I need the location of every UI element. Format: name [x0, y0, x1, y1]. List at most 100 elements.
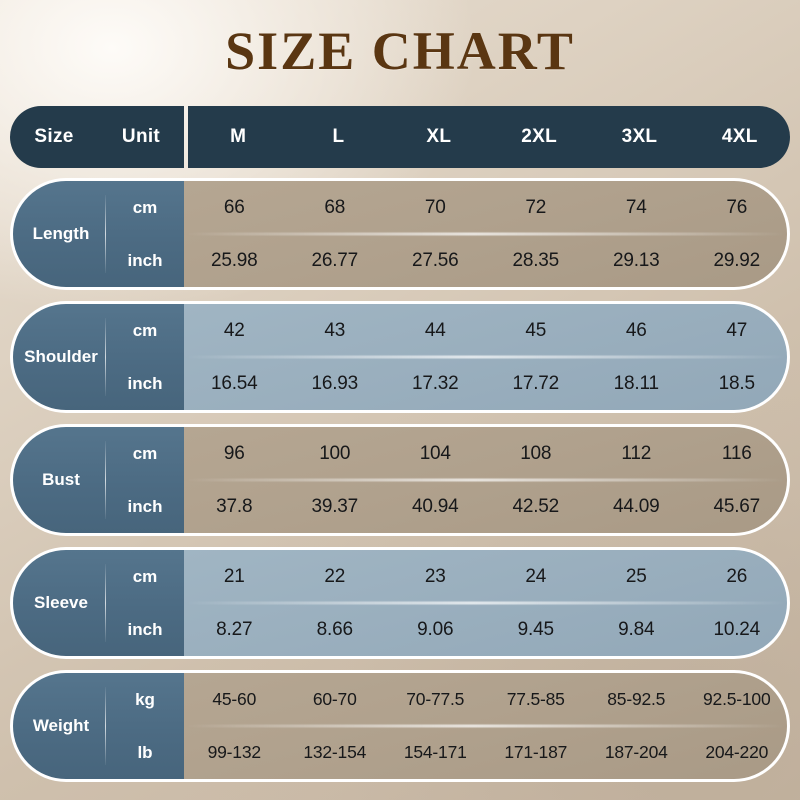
row-name: Sleeve: [34, 593, 88, 612]
header-size-columns: M L XL 2XL 3XL 4XL: [188, 106, 790, 168]
row-label-bust: Bust cm inch: [10, 424, 184, 536]
cell: 66: [223, 196, 245, 218]
cell: 85-92.5: [607, 689, 666, 709]
row-units: kg lb: [106, 673, 184, 779]
unit-secondary: inch: [127, 250, 163, 270]
cell: 108: [520, 442, 552, 464]
label-divider: [105, 195, 106, 273]
row-data-sleeve: 21 22 23 24 25 26 8.27 8.66 9.06 9.45 9.…: [184, 547, 790, 659]
unit-secondary: lb: [137, 742, 153, 762]
cell: 42.52: [512, 495, 560, 517]
cell: 76: [726, 196, 748, 218]
sub-row-secondary: 16.54 16.93 17.32 17.72 18.11 18.5: [184, 357, 787, 410]
unit-primary: kg: [135, 689, 155, 709]
row-units: cm inch: [106, 427, 184, 533]
row-label-sleeve: Sleeve cm inch: [10, 547, 184, 659]
cell: 70: [424, 196, 446, 218]
row-name: Bust: [42, 470, 80, 489]
cell: 92.5-100: [703, 689, 771, 709]
cell: 37.8: [216, 495, 253, 517]
header-size-xl: XL: [426, 126, 452, 147]
cell: 23: [424, 565, 446, 587]
cell: 21: [223, 565, 245, 587]
cell: 27.56: [411, 249, 459, 271]
row-data-weight: 45-60 60-70 70-77.5 77.5-85 85-92.5 92.5…: [184, 670, 790, 782]
cell: 17.72: [512, 372, 560, 394]
sub-row-primary: 45-60 60-70 70-77.5 77.5-85 85-92.5 92.5…: [184, 673, 787, 726]
cell: 26: [726, 565, 748, 587]
sub-row-secondary: 8.27 8.66 9.06 9.45 9.84 10.24: [184, 603, 787, 656]
row-units: cm inch: [106, 304, 184, 410]
cell: 29.92: [713, 249, 761, 271]
row-label-length: Length cm inch: [10, 178, 184, 290]
label-divider: [105, 687, 106, 765]
cell: 26.77: [311, 249, 359, 271]
cell: 171-187: [504, 742, 568, 762]
cell: 132-154: [303, 742, 367, 762]
cell: 96: [223, 442, 245, 464]
cell: 18.11: [613, 372, 659, 394]
cell: 18.5: [718, 372, 755, 394]
cell: 44.09: [612, 495, 660, 517]
cell: 104: [419, 442, 451, 464]
cell: 9.45: [517, 618, 554, 640]
cell: 99-132: [207, 742, 261, 762]
header-size-l: L: [332, 126, 345, 147]
cell: 112: [621, 442, 652, 464]
row-label-shoulder: Shoulder cm inch: [10, 301, 184, 413]
cell: 43: [324, 319, 346, 341]
sub-row-primary: 21 22 23 24 25 26: [184, 550, 787, 603]
row-units: cm inch: [106, 181, 184, 287]
row-name: Shoulder: [24, 347, 98, 366]
cell: 77.5-85: [506, 689, 565, 709]
row-units: cm inch: [106, 550, 184, 656]
row-label-weight: Weight kg lb: [10, 670, 184, 782]
label-divider: [105, 441, 106, 519]
cell: 9.06: [417, 618, 454, 640]
table-row: Bust cm inch 96 100 104 108 112 116 37.8…: [10, 424, 790, 536]
cell: 72: [525, 196, 547, 218]
unit-primary: cm: [132, 320, 158, 340]
cell: 17.32: [411, 372, 459, 394]
cell: 24: [525, 565, 547, 587]
cell: 22: [324, 565, 346, 587]
cell: 187-204: [604, 742, 668, 762]
cell: 40.94: [411, 495, 459, 517]
header-size-2xl: 2XL: [521, 126, 558, 147]
page-title: SIZE CHART: [225, 21, 575, 81]
cell: 8.66: [316, 618, 353, 640]
header-size-label: Size: [34, 126, 74, 147]
cell: 100: [319, 442, 351, 464]
cell: 44: [424, 319, 446, 341]
cell: 45.67: [713, 495, 761, 517]
cell: 45: [525, 319, 547, 341]
sub-row-primary: 66 68 70 72 74 76: [184, 181, 787, 234]
table-row: Weight kg lb 45-60 60-70 70-77.5 77.5-85…: [10, 670, 790, 782]
row-data-bust: 96 100 104 108 112 116 37.8 39.37 40.94 …: [184, 424, 790, 536]
header-size-3xl: 3XL: [621, 126, 658, 147]
row-data-shoulder: 42 43 44 45 46 47 16.54 16.93 17.32 17.7…: [184, 301, 790, 413]
sub-row-primary: 96 100 104 108 112 116: [184, 427, 787, 480]
cell: 154-171: [403, 742, 467, 762]
cell: 42: [223, 319, 245, 341]
cell: 204-220: [705, 742, 769, 762]
row-name: Weight: [32, 716, 90, 735]
cell: 16.54: [210, 372, 258, 394]
unit-secondary: inch: [127, 619, 163, 639]
cell: 25: [625, 565, 647, 587]
label-divider: [105, 318, 106, 396]
cell: 74: [625, 196, 647, 218]
unit-primary: cm: [132, 197, 158, 217]
cell: 9.84: [618, 618, 655, 640]
table-row: Length cm inch 66 68 70 72 74 76 25.98 2…: [10, 178, 790, 290]
sub-row-secondary: 25.98 26.77 27.56 28.35 29.13 29.92: [184, 234, 787, 287]
cell: 116: [721, 442, 752, 464]
unit-secondary: inch: [127, 373, 163, 393]
header-size-4xl: 4XL: [721, 126, 758, 147]
table-row: Sleeve cm inch 21 22 23 24 25 26 8.27 8.…: [10, 547, 790, 659]
cell: 46: [625, 319, 647, 341]
label-divider: [105, 564, 106, 642]
unit-primary: cm: [132, 443, 158, 463]
cell: 28.35: [512, 249, 560, 271]
cell: 29.13: [612, 249, 660, 271]
